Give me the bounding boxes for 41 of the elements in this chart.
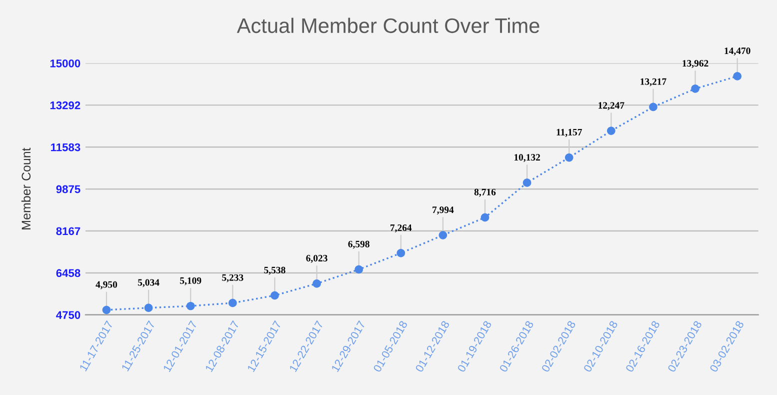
data-label: 12,247 [598,102,624,110]
y-tick-label: 13292 [50,101,80,110]
point [480,213,490,222]
y-tick-label: 9875 [56,185,80,194]
point [354,265,363,274]
data-label: 4,950 [96,281,118,290]
data-label: 10,132 [514,154,540,162]
point [144,304,153,312]
point [186,302,195,310]
point [270,291,279,300]
chart-title: Actual Member Count Over Time [236,18,540,34]
point [228,298,237,308]
point [691,84,700,93]
data-label: 6,023 [306,254,328,263]
point [564,153,574,162]
data-label: 5,538 [264,266,286,275]
point [438,231,448,240]
point [396,248,406,258]
data-label: 5,034 [138,279,160,288]
y-tick-label: 4750 [56,311,80,319]
point [102,306,111,314]
point [606,126,616,135]
data-label: 13,962 [682,60,708,68]
y-tick-label: 6458 [56,269,80,278]
data-label: 6,598 [348,240,370,249]
y-tick-label: 11583 [51,143,80,152]
point [733,72,742,80]
data-label: 5,233 [222,274,244,282]
y-tick-label: 8167 [56,227,80,236]
point [312,279,321,288]
data-label: 8,716 [474,188,496,197]
data-label: 7,994 [432,206,454,214]
point [649,102,658,112]
data-label: 5,109 [180,277,202,286]
y-tick-label: 15000 [50,59,80,68]
data-label: 14,470 [724,48,750,56]
data-label: 11,157 [556,128,582,137]
point [522,178,532,187]
data-label: 13,217 [640,78,666,86]
y-axis-title: Member Count [21,148,31,230]
data-label: 7,264 [390,224,412,232]
